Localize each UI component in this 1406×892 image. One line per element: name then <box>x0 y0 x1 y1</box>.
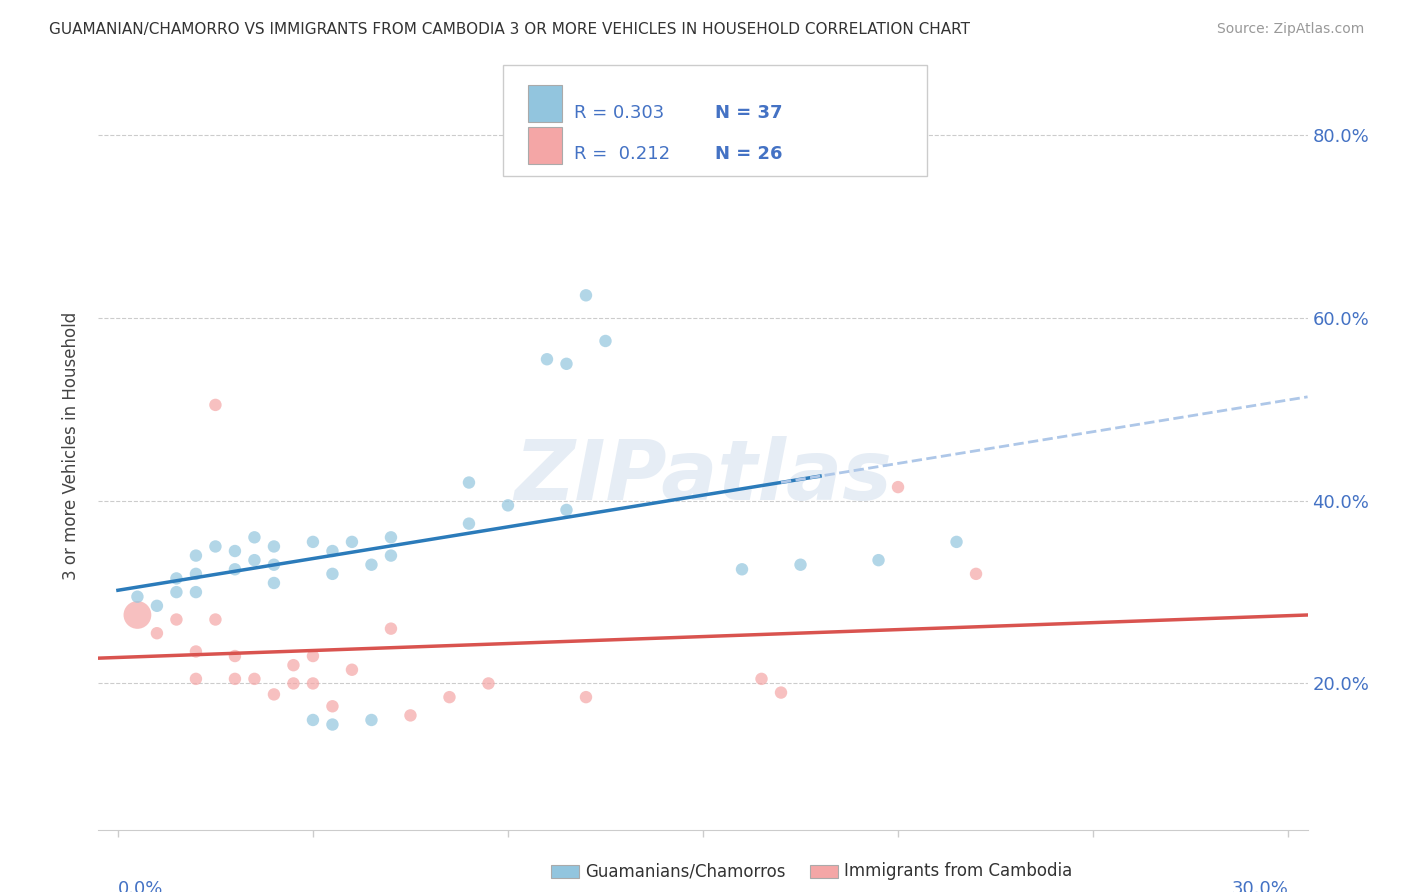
Point <box>283 676 305 690</box>
Point <box>595 334 617 348</box>
Text: GUAMANIAN/CHAMORRO VS IMMIGRANTS FROM CAMBODIA 3 OR MORE VEHICLES IN HOUSEHOLD C: GUAMANIAN/CHAMORRO VS IMMIGRANTS FROM CA… <box>49 22 970 37</box>
Point <box>945 535 967 549</box>
Point <box>887 480 910 494</box>
Point <box>731 562 754 576</box>
Point <box>360 713 382 727</box>
Text: ZIPatlas: ZIPatlas <box>515 436 891 517</box>
Text: Source: ZipAtlas.com: Source: ZipAtlas.com <box>1216 22 1364 37</box>
Text: N = 26: N = 26 <box>716 145 783 162</box>
Point <box>184 566 207 581</box>
Point <box>263 540 285 554</box>
Point <box>458 475 481 490</box>
Point <box>536 352 558 367</box>
Point <box>165 585 187 599</box>
Point <box>555 503 578 517</box>
Point <box>302 535 325 549</box>
Text: R = 0.303: R = 0.303 <box>574 103 664 122</box>
Point <box>302 648 325 663</box>
Point <box>789 558 811 572</box>
Point <box>184 585 207 599</box>
Text: Guamanians/Chamorros: Guamanians/Chamorros <box>585 863 786 880</box>
Point <box>243 553 266 567</box>
Point <box>340 663 363 677</box>
Point <box>302 713 325 727</box>
Point <box>477 676 499 690</box>
Point <box>146 599 169 613</box>
Text: 30.0%: 30.0% <box>1232 880 1288 892</box>
Point <box>243 672 266 686</box>
Point <box>321 717 343 731</box>
FancyBboxPatch shape <box>503 65 927 176</box>
Point <box>165 571 187 585</box>
Point <box>127 607 149 622</box>
Point <box>204 398 226 412</box>
Point <box>321 566 343 581</box>
Text: Immigrants from Cambodia: Immigrants from Cambodia <box>844 863 1071 880</box>
Point <box>184 549 207 563</box>
Point <box>224 672 246 686</box>
Point <box>868 553 890 567</box>
Point <box>496 499 519 513</box>
FancyBboxPatch shape <box>527 127 561 164</box>
Text: 0.0%: 0.0% <box>118 880 163 892</box>
Point <box>204 540 226 554</box>
Point <box>575 690 598 705</box>
Point <box>769 685 792 699</box>
Text: R =  0.212: R = 0.212 <box>574 145 669 162</box>
Point <box>360 558 382 572</box>
Text: N = 37: N = 37 <box>716 103 783 122</box>
Point <box>243 530 266 544</box>
Point <box>751 672 773 686</box>
Point <box>399 708 422 723</box>
Point <box>555 357 578 371</box>
Point <box>263 576 285 591</box>
Point <box>224 544 246 558</box>
Point <box>127 590 149 604</box>
Point <box>321 699 343 714</box>
Point <box>146 626 169 640</box>
Point <box>283 658 305 673</box>
Point <box>458 516 481 531</box>
Point <box>263 558 285 572</box>
Point <box>340 535 363 549</box>
Point <box>965 566 987 581</box>
Point <box>321 544 343 558</box>
Point <box>380 549 402 563</box>
FancyBboxPatch shape <box>527 86 561 122</box>
Point <box>224 562 246 576</box>
Point <box>575 288 598 302</box>
Point <box>380 530 402 544</box>
Point <box>263 687 285 701</box>
Point <box>224 648 246 663</box>
Point <box>165 613 187 627</box>
Point <box>380 622 402 636</box>
Point <box>204 613 226 627</box>
Y-axis label: 3 or more Vehicles in Household: 3 or more Vehicles in Household <box>62 312 80 580</box>
Point <box>302 676 325 690</box>
Point <box>184 672 207 686</box>
Point <box>184 644 207 658</box>
Point <box>439 690 461 705</box>
